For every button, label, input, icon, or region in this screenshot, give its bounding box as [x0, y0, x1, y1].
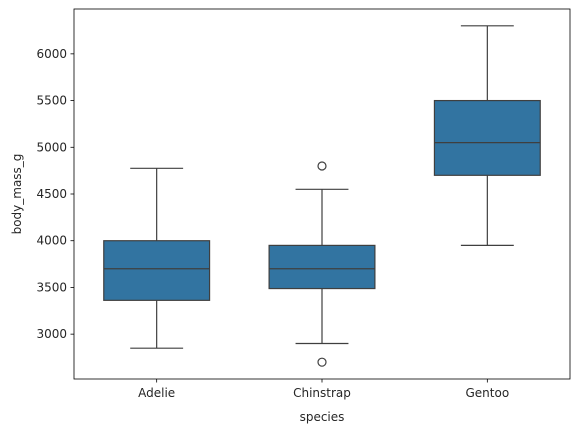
box-group-gentoo: [433, 25, 541, 246]
y-tick-label: 6000: [36, 47, 67, 61]
box-group-chinstrap: [268, 161, 376, 367]
y-axis-label: body_mass_g: [10, 154, 24, 235]
y-tick-label: 3000: [36, 327, 67, 341]
box-iqr: [103, 240, 211, 301]
x-axis-label: species: [300, 410, 345, 424]
x-tick-label: Gentoo: [465, 386, 509, 400]
x-tick-label: Adelie: [138, 386, 175, 400]
boxes: [103, 25, 541, 367]
outlier-point: [317, 161, 327, 171]
plot-frame: [73, 8, 571, 380]
y-tick-label: 5000: [36, 140, 67, 154]
x-axis-ticks: Adelie Chinstrap Gentoo: [138, 379, 509, 400]
y-axis-ticks: 3000 3500 4000 4500 5000 5500 6000: [36, 47, 74, 341]
y-tick-label: 4000: [36, 234, 67, 248]
box-iqr: [268, 244, 376, 290]
box-iqr: [433, 99, 541, 176]
x-tick-label: Chinstrap: [293, 386, 351, 400]
y-tick-label: 3500: [36, 280, 67, 294]
outlier-point: [317, 357, 327, 367]
y-tick-label: 4500: [36, 187, 67, 201]
box-group-adelie: [103, 167, 211, 349]
y-tick-label: 5500: [36, 94, 67, 108]
